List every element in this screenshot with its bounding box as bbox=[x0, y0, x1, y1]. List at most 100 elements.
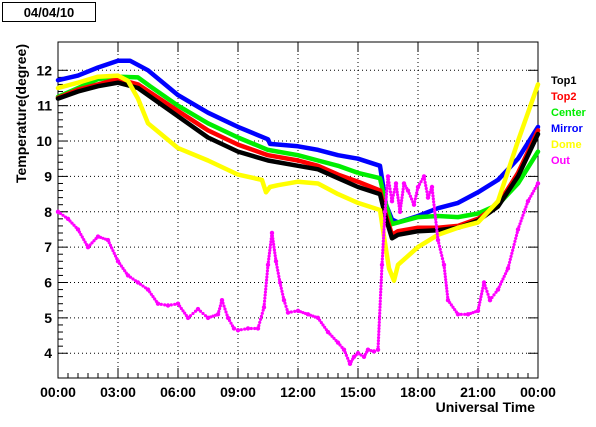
data-point-out bbox=[159, 302, 163, 306]
data-point-out bbox=[396, 198, 400, 203]
data-point-out bbox=[399, 204, 403, 208]
data-point-out bbox=[262, 299, 267, 303]
data-point-out bbox=[407, 191, 411, 195]
data-point-out bbox=[377, 314, 382, 318]
data-point-out bbox=[507, 263, 511, 267]
y-tick-label: 6 bbox=[44, 275, 52, 291]
data-point-out bbox=[395, 187, 399, 191]
data-point-out bbox=[382, 209, 388, 214]
data-point-out bbox=[511, 248, 515, 253]
data-point-out bbox=[391, 193, 395, 197]
data-point-out bbox=[121, 266, 125, 270]
data-point-out bbox=[258, 317, 263, 321]
data-point-out bbox=[468, 311, 473, 316]
data-point-out bbox=[517, 225, 521, 229]
data-point-out bbox=[208, 315, 213, 319]
data-point-out bbox=[148, 290, 152, 294]
data-point-out bbox=[265, 269, 270, 273]
data-point-out bbox=[101, 236, 105, 240]
data-point-out bbox=[378, 293, 383, 297]
data-point-out bbox=[92, 239, 96, 243]
data-point-out bbox=[90, 241, 94, 245]
data-point-out bbox=[218, 304, 222, 308]
data-point-out bbox=[385, 186, 389, 190]
data-point-out bbox=[261, 308, 265, 312]
data-point-out bbox=[400, 198, 404, 203]
data-point-out bbox=[222, 304, 226, 308]
data-point-out bbox=[398, 207, 402, 211]
data-point-out bbox=[445, 289, 449, 293]
data-point-out bbox=[413, 197, 417, 201]
data-point-out bbox=[283, 301, 287, 305]
data-point-out bbox=[185, 315, 191, 321]
data-point-out bbox=[198, 309, 203, 313]
data-point-out bbox=[355, 351, 361, 356]
data-point-out bbox=[520, 216, 524, 220]
data-point-out bbox=[169, 303, 173, 307]
data-point-out bbox=[451, 305, 455, 309]
data-point-out bbox=[301, 310, 305, 315]
data-point-out bbox=[264, 284, 268, 288]
data-point-out bbox=[434, 223, 438, 227]
data-point-out bbox=[191, 311, 195, 316]
data-point-out bbox=[415, 191, 419, 195]
data-point-out bbox=[328, 332, 332, 336]
data-point-out bbox=[433, 214, 437, 219]
data-point-out bbox=[318, 318, 322, 322]
data-point-out bbox=[427, 193, 431, 197]
y-tick-label: 8 bbox=[44, 204, 52, 220]
data-point-out bbox=[274, 262, 279, 266]
data-point-out bbox=[397, 209, 403, 214]
data-point-out bbox=[380, 266, 384, 270]
data-point-out bbox=[123, 269, 127, 273]
data-point-out bbox=[260, 311, 264, 315]
data-point-out bbox=[471, 310, 475, 315]
data-point-out bbox=[441, 260, 445, 264]
data-point-out bbox=[281, 292, 285, 296]
legend-entry-center: Center bbox=[551, 107, 587, 119]
data-point-out bbox=[58, 211, 63, 216]
data-point-out bbox=[507, 260, 512, 264]
data-point-out bbox=[249, 326, 253, 331]
data-point-out bbox=[388, 187, 392, 191]
data-point-out bbox=[382, 230, 386, 234]
data-point-out bbox=[481, 280, 487, 285]
data-point-out bbox=[510, 251, 514, 255]
data-point-out bbox=[272, 242, 276, 246]
data-point-out bbox=[514, 233, 519, 238]
data-point-out bbox=[410, 197, 414, 201]
data-point-out bbox=[265, 272, 269, 276]
data-point-out bbox=[378, 302, 382, 306]
data-point-out bbox=[408, 194, 412, 198]
data-point-out bbox=[378, 305, 382, 309]
data-point-out bbox=[61, 213, 65, 217]
data-point-out bbox=[384, 195, 388, 199]
data-point-out bbox=[478, 297, 482, 302]
y-tick-label: 7 bbox=[44, 239, 52, 255]
data-point-out bbox=[239, 328, 243, 332]
data-point-out bbox=[235, 328, 241, 333]
data-point-out bbox=[341, 347, 347, 352]
data-point-out bbox=[270, 234, 274, 238]
data-point-out bbox=[289, 310, 293, 314]
data-point-out bbox=[269, 230, 275, 236]
data-point-out bbox=[330, 334, 334, 338]
data-point-out bbox=[444, 280, 448, 285]
data-point-out bbox=[377, 326, 381, 331]
data-point-out bbox=[383, 213, 387, 217]
data-point-out bbox=[266, 260, 270, 264]
data-point-out bbox=[379, 284, 383, 288]
data-point-out bbox=[414, 194, 418, 198]
data-point-out bbox=[377, 329, 381, 334]
data-point-out bbox=[83, 240, 87, 244]
x-tick-label: 15:00 bbox=[340, 384, 376, 400]
series-line-mirror bbox=[55, 58, 541, 225]
data-point-out bbox=[529, 194, 533, 198]
series-layer bbox=[55, 58, 541, 367]
data-point-out bbox=[484, 286, 488, 290]
data-point-out bbox=[387, 180, 391, 185]
data-point-out bbox=[276, 271, 280, 276]
data-point-out bbox=[311, 314, 315, 318]
data-point-out bbox=[478, 300, 482, 304]
